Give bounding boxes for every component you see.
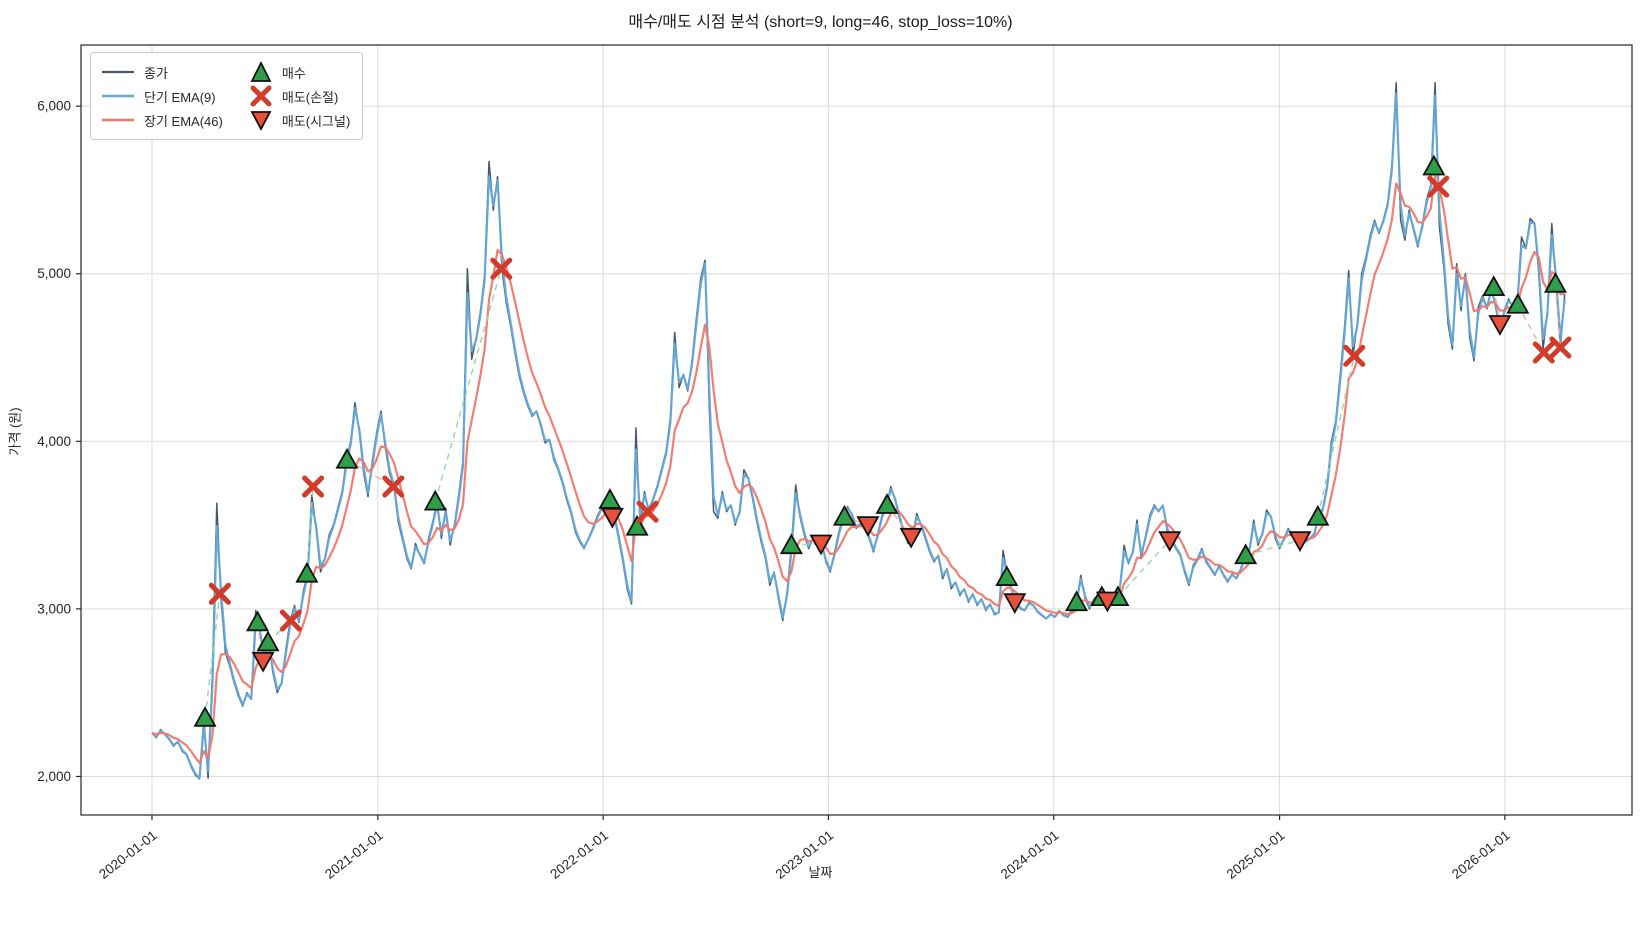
sell-signal-triangle-icon <box>250 111 272 131</box>
legend-label-sell-signal: 매도(시그널) <box>281 113 351 129</box>
legend-item-ema-short: 단기 EMA(9) <box>101 84 223 108</box>
chart-title: 매수/매도 시점 분석 (short=9, long=46, stop_loss… <box>628 14 1013 31</box>
stop-loss-markers <box>208 175 1572 632</box>
svg-text:2,000: 2,000 <box>37 769 71 784</box>
legend: 종가 단기 EMA(9) 장기 EMA(46) 매수 매도(손절) 매 <box>90 52 364 140</box>
ema-short-line <box>151 92 1566 780</box>
axes-spines <box>80 44 1633 816</box>
ema-long-line <box>151 174 1565 765</box>
buy-markers <box>193 154 1567 727</box>
legend-label-ema-long: 장기 EMA(46) <box>144 113 223 129</box>
legend-item-sell-signal: 매도(시그널) <box>249 108 350 132</box>
legend-item-ema-long: 장기 EMA(46) <box>101 108 223 132</box>
y-axis-label: 가격 (원) <box>7 407 23 456</box>
axis-ticks <box>76 105 1506 820</box>
svg-text:5,000: 5,000 <box>37 266 71 281</box>
buy-triangle-icon <box>250 61 272 82</box>
legend-label-close: 종가 <box>144 65 168 81</box>
svg-text:3,000: 3,000 <box>37 601 71 616</box>
close-line-swatch <box>102 70 134 74</box>
stop-loss-x-icon <box>250 85 272 107</box>
legend-item-close: 종가 <box>101 60 223 84</box>
legend-label-sell-stop: 매도(손절) <box>281 89 339 105</box>
legend-line-column: 종가 단기 EMA(9) 장기 EMA(46) <box>101 60 223 132</box>
close-price-line <box>151 81 1566 780</box>
svg-text:6,000: 6,000 <box>37 99 71 114</box>
svg-text:4,000: 4,000 <box>37 434 71 449</box>
legend-label-ema-short: 단기 EMA(9) <box>144 89 216 105</box>
sell-signal-markers <box>251 315 1512 673</box>
legend-label-buy: 매수 <box>281 65 306 81</box>
trade-connectors <box>204 166 1562 718</box>
legend-marker-column: 매수 매도(손절) 매도(시그널) <box>249 60 350 132</box>
legend-item-sell-stop: 매도(손절) <box>249 84 350 108</box>
legend-item-buy: 매수 <box>249 60 350 84</box>
ema-short-line-swatch <box>102 94 134 98</box>
ema-long-line-swatch <box>102 118 134 122</box>
x-axis-label: 날짜 <box>808 865 833 880</box>
